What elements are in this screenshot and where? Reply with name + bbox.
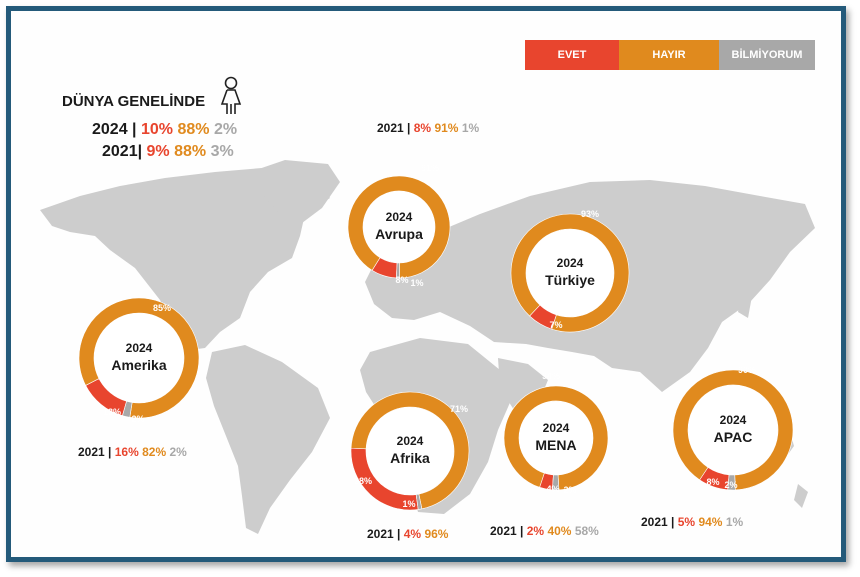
avrupa-label-evet: 8% [395,275,408,285]
avrupa-2021-year: 2021 [377,121,404,135]
amerika-donut-center [94,313,184,403]
amerika-slice-bilmiyorum [122,400,133,418]
global-2021-sep: | [137,143,143,160]
avrupa-2021-bilmiyorum: 1% [461,121,480,135]
mena-2021-hayir: 40% [547,524,572,538]
apac-2021-evet: 5% [677,515,696,529]
apac-label-hayir: 90% [738,365,756,375]
global-2021-row: 2021| 9% 88% 3% [102,143,234,161]
legend: EVET HAYIR BİLMİYORUM [525,40,815,70]
global-2024-year: 2024 [92,121,128,138]
amerika-label-evet: 13% [103,407,121,417]
avrupa-label-bilmiyorum: 1% [410,278,423,288]
global-2024-hayir: 88% [177,121,210,138]
avrupa-slice-bilmiyorum [396,262,400,279]
legend-bilmiyorum: BİLMİYORUM [719,40,815,70]
afrika-donut-center [366,407,454,495]
apac-2021-row: 2021 | 5% 94% 1% [641,515,743,529]
amerika-label-bilmiyorum: 2% [131,414,144,424]
global-2024-row: 2024 | 10% 88% 2% [92,121,237,139]
amerika-2021-evet: 16% [114,445,139,459]
mena-label-hayir: 94% [542,371,560,381]
turkiye-label-hayir: 93% [581,209,599,219]
afrika-label-evet: 28% [354,476,372,486]
map-north-america [40,168,330,350]
mena-label-bilmiyorum: 2% [563,485,576,495]
avrupa-year: 2024 [386,210,413,224]
avrupa-2021-evet: 8% [413,121,432,135]
turkiye-donut-center [526,229,614,317]
mena-slice-bilmiyorum [552,474,560,491]
amerika-year: 2024 [126,341,153,355]
turkiye-label-evet: 7% [549,320,562,330]
amerika-2021-row: 2021 | 16% 82% 2% [78,445,187,459]
mena-slice-hayir [503,385,609,491]
map-greenland [250,160,340,226]
global-2024-sep: | [132,121,137,138]
amerika-2021-hayir: 82% [142,445,167,459]
apac-2021-year: 2021 [641,515,668,529]
global-2021-evet: 9% [146,143,170,160]
global-2021-hayir: 88% [174,143,207,160]
map-south-america [206,345,330,534]
afrika-slice-hayir [350,391,470,510]
afrika-year: 2024 [397,434,424,448]
afrika-2021-hayir: 96% [424,527,449,541]
legend-evet: EVET [525,40,619,70]
apac-2021-bilmiyorum: 1% [725,515,744,529]
turkiye-region-name: Türkiye [545,272,595,288]
mena-2021-evet: 2% [526,524,545,538]
apac-region-name: APAC [714,429,753,445]
apac-2021-hayir: 94% [698,515,723,529]
global-2021-bilmiyorum: 3% [210,143,234,160]
amerika-region-name: Amerika [111,357,166,373]
avrupa-2021-hayir: 91% [434,121,459,135]
afrika-label-hayir: 71% [450,404,468,414]
afrika-label-bilmiyorum: 1% [402,499,415,509]
amerika-2021-year: 2021 [78,445,105,459]
global-2021-year: 2021 [102,143,138,160]
map-new-zealand [794,484,808,508]
turkiye-year: 2024 [557,256,584,270]
global-2024-bilmiyorum: 2% [213,121,238,138]
global-2024-evet: 10% [140,121,174,138]
avrupa-slice-hayir [347,175,451,279]
amerika-slice-hayir [78,297,200,419]
avrupa-2021-sep: | [407,121,411,135]
afrika-2021-year: 2021 [367,527,394,541]
apac-donut-center [688,385,778,475]
global-title: DÜNYA GENELİNDE [62,93,206,110]
afrika-2021-evet: 4% [403,527,422,541]
avrupa-donut-center [363,191,435,263]
amerika-label-hayir: 85% [153,303,171,313]
apac-year: 2024 [720,413,747,427]
apac-label-bilmiyorum: 2% [724,480,737,490]
female-person-icon [220,76,242,114]
mena-2021-sep: | [520,524,524,538]
afrika-region-name: Afrika [390,450,430,466]
amerika-2021-sep: | [108,445,112,459]
legend-hayir: HAYIR [619,40,719,70]
turkiye-slice-hayir [510,213,630,333]
afrika-slice-bilmiyorum [415,493,423,510]
apac-label-evet: 8% [706,477,719,487]
avrupa-region-name: Avrupa [375,226,423,242]
amerika-2021-bilmiyorum: 2% [169,445,187,459]
mena-2021-bilmiyorum: 58% [574,524,599,538]
afrika-2021-sep: | [397,527,401,541]
apac-slice-hayir [672,369,794,491]
mena-year: 2024 [543,421,570,435]
mena-label-evet: 4% [546,484,559,494]
apac-2021-sep: | [671,515,675,529]
mena-donut-center [519,401,593,475]
avrupa-label-hayir: 91% [421,163,439,173]
map-japan [738,290,752,318]
mena-2021-row: 2021 | 2% 40% 58% [490,524,599,538]
avrupa-2021-row: 2021 | 8% 91% 1% [377,121,479,135]
afrika-2021-row: 2021 | 4% 96% [367,527,448,541]
apac-slice-bilmiyorum [727,474,736,491]
mena-2021-year: 2021 [490,524,517,538]
mena-region-name: MENA [535,437,576,453]
